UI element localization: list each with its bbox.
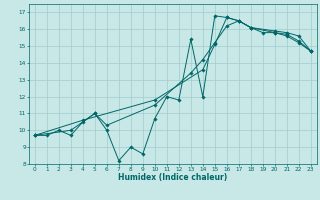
X-axis label: Humidex (Indice chaleur): Humidex (Indice chaleur) [118, 173, 228, 182]
